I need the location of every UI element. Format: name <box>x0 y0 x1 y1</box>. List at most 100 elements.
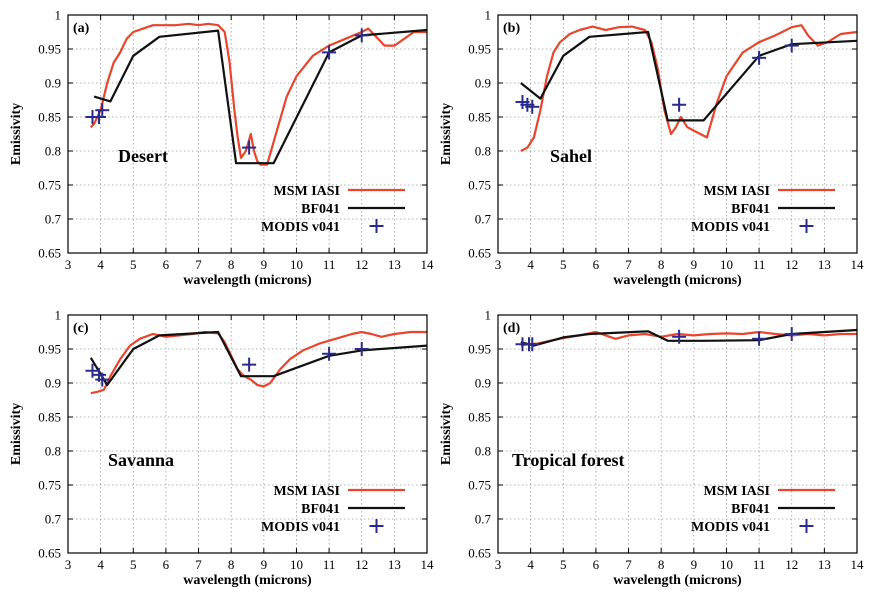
legend-label: BF041 <box>301 502 340 517</box>
x-tick-label: 6 <box>593 257 600 272</box>
legend-marker-swatch <box>799 519 814 533</box>
modis-point <box>354 342 369 356</box>
y-tick-label: 0.95 <box>468 342 491 357</box>
modis-point <box>322 45 337 60</box>
y-tick-label: 0.85 <box>38 110 61 125</box>
x-tick-label: 8 <box>228 257 235 272</box>
y-tick-label: 1 <box>485 8 492 23</box>
x-tick-label: 5 <box>130 557 137 572</box>
legend-label: MODIS v041 <box>261 520 340 535</box>
x-tick-label: 8 <box>658 257 665 272</box>
x-axis-label: wavelength (microns) <box>183 573 312 588</box>
legend-marker-swatch <box>369 519 384 533</box>
x-tick-label: 13 <box>388 257 401 272</box>
y-tick-label: 0.75 <box>38 478 61 493</box>
plot-area <box>85 22 427 166</box>
legend-label: MSM IASI <box>703 484 770 499</box>
legend-label: MSM IASI <box>273 184 340 199</box>
x-tick-label: 12 <box>355 257 368 272</box>
x-tick-label: 7 <box>625 257 632 272</box>
x-tick-label: 10 <box>720 557 733 572</box>
x-tick-label: 14 <box>851 557 865 572</box>
x-tick-label: 9 <box>261 557 268 572</box>
x-tick-label: 11 <box>753 257 766 272</box>
bf041-line <box>93 28 427 165</box>
y-tick-label: 0.65 <box>468 246 491 261</box>
modis-point <box>784 327 799 342</box>
y-tick-label: 0.65 <box>38 246 61 261</box>
msm-iasi-line <box>90 22 427 166</box>
x-axis-label: wavelength (microns) <box>613 273 742 288</box>
modis-point <box>95 372 110 387</box>
x-tick-label: 6 <box>163 257 170 272</box>
bf041-line <box>520 30 857 122</box>
y-tick-label: 0.95 <box>468 42 491 57</box>
modis-point <box>322 346 337 361</box>
x-tick-label: 4 <box>527 257 534 272</box>
panel-label: (b) <box>503 21 520 36</box>
legend-label: MSM IASI <box>273 484 340 499</box>
x-tick-label: 7 <box>625 557 632 572</box>
modis-point <box>672 329 687 344</box>
y-tick-label: 1 <box>485 308 492 323</box>
region-label: Tropical forest <box>512 450 624 470</box>
msm-iasi-line <box>520 24 857 152</box>
legend: MSM IASI BF041 MODIS v041 <box>691 184 835 235</box>
x-tick-label: 11 <box>323 257 336 272</box>
plot-area <box>85 330 427 395</box>
modis-point <box>672 97 687 112</box>
y-tick-label: 1 <box>55 308 62 323</box>
x-tick-label: 10 <box>720 257 733 272</box>
x-axis-label: wavelength (microns) <box>183 273 312 288</box>
x-tick-label: 6 <box>593 557 600 572</box>
y-tick-label: 0.9 <box>45 376 61 391</box>
y-tick-label: 0.8 <box>475 444 491 459</box>
y-tick-label: 0.8 <box>475 144 491 159</box>
legend-label: BF041 <box>731 502 770 517</box>
x-tick-label: 3 <box>495 257 502 272</box>
legend: MSM IASI BF041 MODIS v041 <box>261 184 405 235</box>
y-tick-label: 0.8 <box>45 444 61 459</box>
legend: MSM IASI BF041 MODIS v041 <box>691 484 835 535</box>
y-tick-label: 0.7 <box>475 212 492 227</box>
x-tick-label: 10 <box>290 257 303 272</box>
x-tick-label: 8 <box>658 557 665 572</box>
modis-point <box>242 357 257 372</box>
modis-point <box>525 337 540 352</box>
x-tick-label: 7 <box>195 257 202 272</box>
modis-point <box>354 28 369 43</box>
plot-frame <box>67 314 428 554</box>
legend-label: MODIS v041 <box>691 220 770 235</box>
y-tick-label: 1 <box>55 8 62 23</box>
panel-a: 3 4 5 6 7 8 9 10 11 12 13 14 0.65 0.7 0.75 0.8 0.85 0.9 0.… <box>9 8 434 289</box>
x-tick-label: 11 <box>753 557 766 572</box>
legend-label: MSM IASI <box>703 184 770 199</box>
panel-b: 3 4 5 6 7 8 9 10 11 12 13 14 0.65 0.7 0.75 0.8 0.85 0.9 0.… <box>439 8 864 289</box>
legend-label: BF041 <box>301 202 340 217</box>
x-tick-label: 3 <box>495 557 502 572</box>
x-tick-label: 4 <box>97 257 104 272</box>
legend-label: BF041 <box>731 202 770 217</box>
y-tick-label: 0.75 <box>468 178 491 193</box>
x-tick-label: 13 <box>818 557 831 572</box>
x-tick-label: 11 <box>323 557 336 572</box>
plot-frame <box>67 14 428 254</box>
legend-marker-swatch <box>799 219 814 233</box>
y-tick-label: 0.75 <box>468 478 491 493</box>
y-tick-label: 0.65 <box>38 546 61 561</box>
panel-label: (a) <box>73 21 90 36</box>
modis-point <box>95 103 110 118</box>
x-tick-label: 14 <box>421 557 435 572</box>
y-axis-label: Emissivity <box>9 103 24 165</box>
y-tick-label: 0.9 <box>45 76 61 91</box>
modis-point <box>752 331 767 346</box>
y-tick-label: 0.85 <box>468 110 491 125</box>
x-tick-label: 12 <box>355 557 368 572</box>
legend-label: MODIS v041 <box>261 220 340 235</box>
y-tick-label: 0.7 <box>475 512 492 527</box>
modis-point <box>752 50 767 65</box>
msm-iasi-line <box>90 330 427 395</box>
y-axis-label: Emissivity <box>439 403 454 465</box>
region-label: Savanna <box>108 450 174 470</box>
